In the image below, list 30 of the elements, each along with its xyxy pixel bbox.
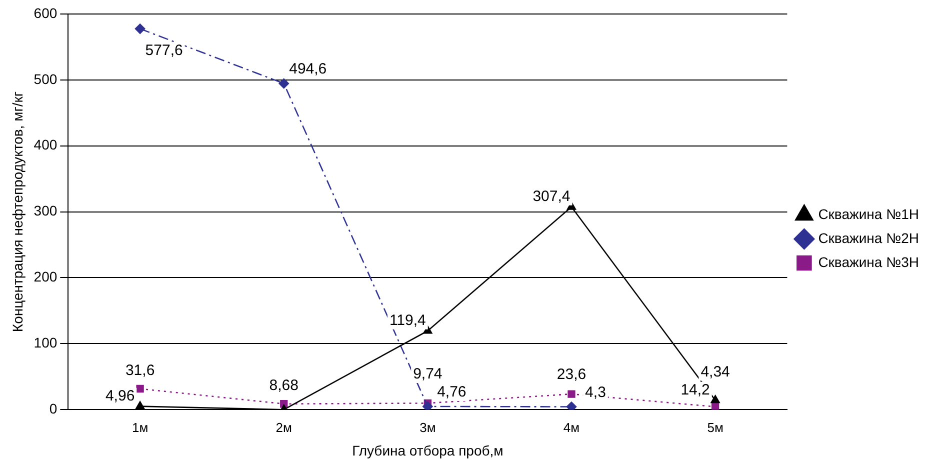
y-axis-title: Концентрация нефтепродуктов, мг/кг [9,92,26,332]
y-tick-label: 400 [34,136,58,153]
data-label: 494,6 [289,60,327,78]
y-tick-label: 0 [49,400,58,416]
y-tick-label: 500 [34,70,58,87]
y-tick-label: 200 [34,268,58,285]
data-label: 14,2 [680,381,710,398]
data-label: 4,34 [700,363,730,380]
y-tick-label: 100 [34,334,58,351]
data-label: 4,96 [105,387,135,404]
legend-label: Скважина №1Н [818,206,920,222]
data-label: 4,76 [437,384,466,401]
legend-label: Скважина №2Н [818,230,920,246]
legend-label: Скважина №3Н [818,254,920,270]
y-tick-label: 300 [34,202,58,219]
data-label: 4,3 [585,384,606,401]
data-label: 23,6 [556,366,586,383]
data-label: 31,6 [125,362,155,379]
x-tick-label: 2м [276,420,292,435]
data-label: 307,4 [532,188,570,206]
x-tick-label: 4м [563,420,580,435]
data-label: 8,68 [269,377,298,394]
x-tick-label: 3м [420,420,436,435]
data-label: 9,74 [413,366,442,383]
data-label: 119,4 [389,312,426,330]
y-tick-label: 600 [34,4,58,21]
x-tick-label: 5м [707,420,724,435]
x-axis-title: Глубина отбора проб,м [352,442,504,458]
x-tick-label: 1м [132,420,148,435]
data-label: 577,6 [145,42,183,59]
